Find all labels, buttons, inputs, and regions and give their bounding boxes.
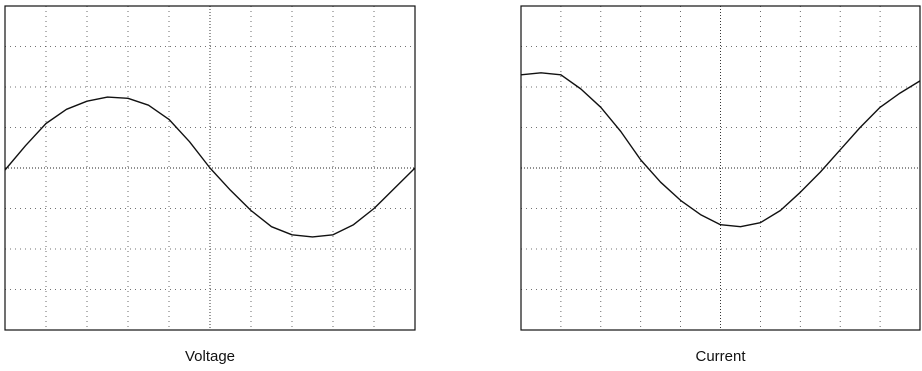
screen-frame [520, 5, 921, 331]
caption: Current [695, 348, 746, 365]
caption: Voltage [185, 348, 235, 365]
waveform [4, 96, 416, 238]
waveform [520, 72, 921, 228]
